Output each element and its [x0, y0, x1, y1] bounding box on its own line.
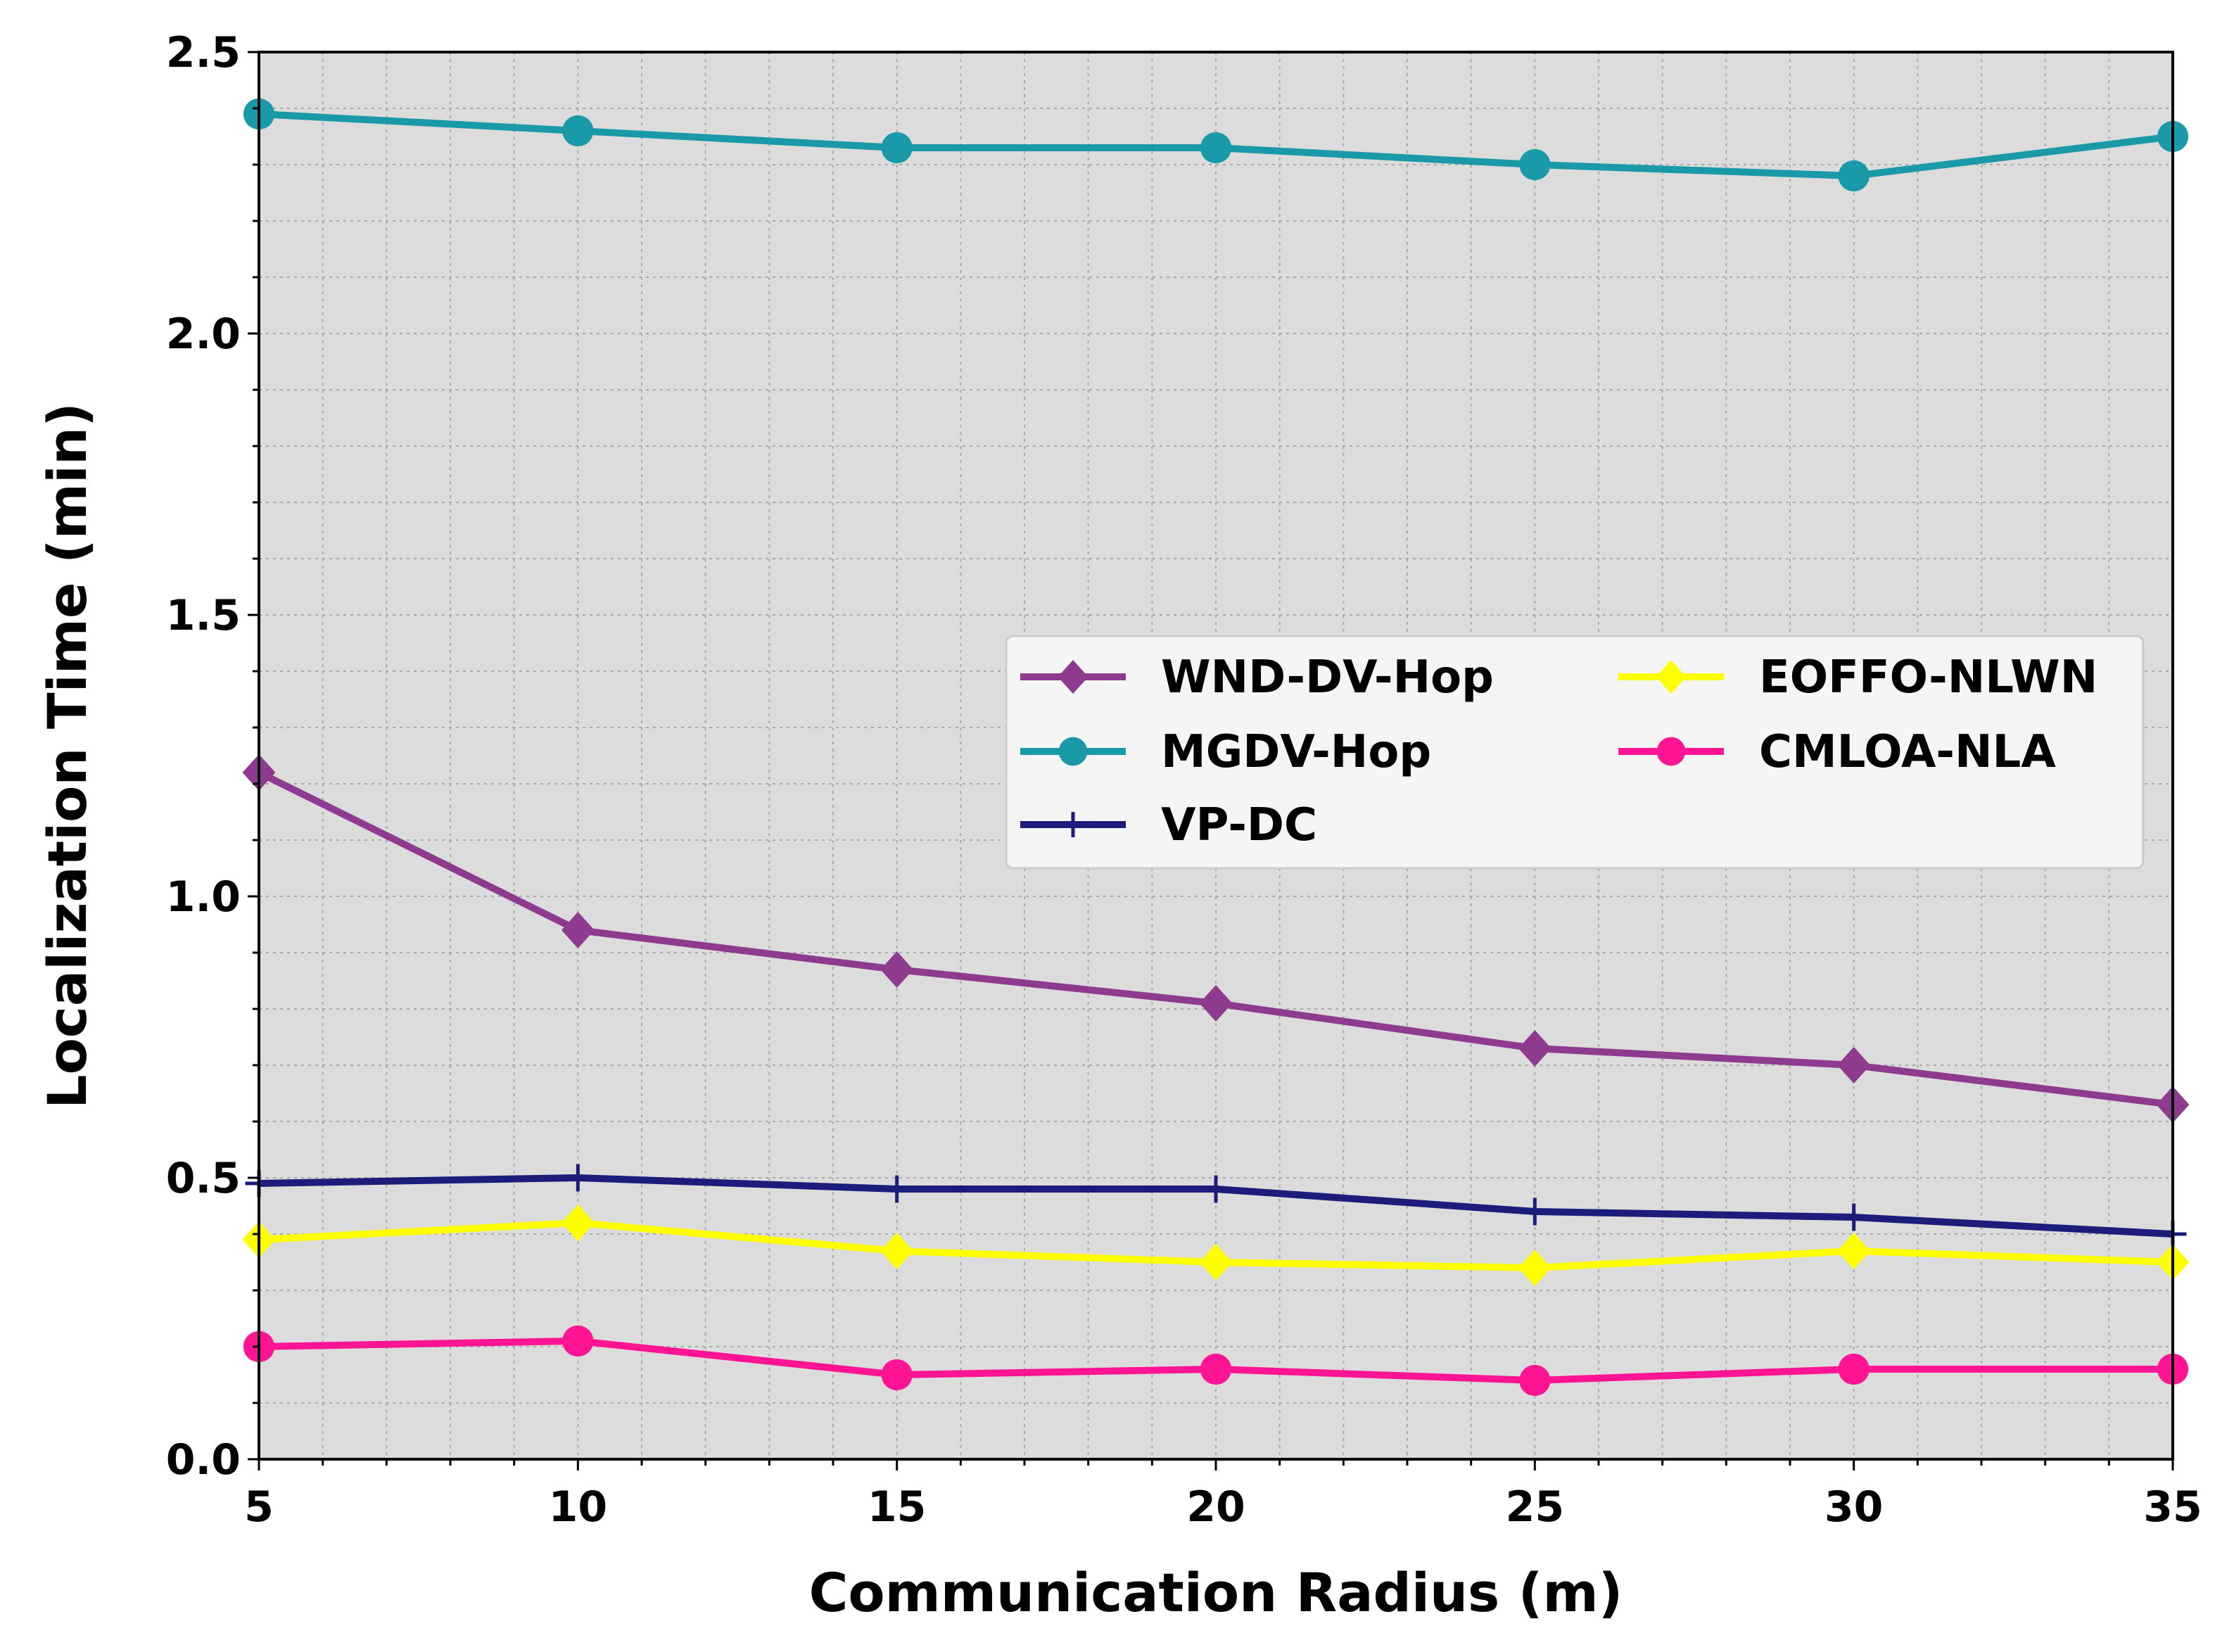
data-point	[1518, 1030, 1551, 1067]
data-point	[881, 1359, 913, 1391]
y-tick-label: 0.5	[166, 1154, 241, 1203]
data-point	[881, 132, 913, 164]
data-point	[880, 1233, 914, 1269]
data-point	[880, 951, 914, 988]
legend-item: MGDV-Hop	[1020, 726, 1431, 778]
x-tick-label: 35	[2143, 1482, 2202, 1532]
data-point	[1200, 1353, 1232, 1385]
data-point	[1519, 148, 1551, 181]
series-wnd-dv-hop	[242, 754, 2190, 1123]
x-tick-label: 15	[868, 1482, 927, 1532]
data-point	[562, 115, 594, 147]
legend-label: CMLOA-NLA	[1759, 726, 2056, 778]
x-tick-label: 25	[1506, 1482, 1565, 1532]
data-point	[561, 912, 595, 948]
data-point	[1199, 1244, 1233, 1281]
legend-item: EOFFO-NLWN	[1618, 652, 2097, 704]
data-point	[561, 1205, 595, 1241]
data-point	[1837, 1233, 1871, 1269]
legend-label: WND-DV-Hop	[1161, 652, 1494, 704]
data-point	[1838, 1353, 1870, 1385]
x-tick-label: 5	[244, 1482, 274, 1532]
legend-marker	[1060, 812, 1086, 837]
legend-marker	[1656, 660, 1687, 694]
legend-item: WND-DV-Hop	[1020, 652, 1494, 704]
series-cmloa-nla	[243, 1325, 2189, 1397]
data-point	[1838, 160, 1870, 192]
data-point	[1519, 1364, 1551, 1397]
legend-box	[1005, 635, 2145, 870]
x-tick-label: 10	[549, 1482, 608, 1532]
y-tick-label: 0.0	[166, 1435, 241, 1485]
y-axis-label: Localization Time (min)	[36, 402, 99, 1109]
legend-label: EOFFO-NLWN	[1759, 652, 2097, 704]
series-group	[242, 98, 2190, 1397]
series-mgdv-hop	[243, 98, 2189, 192]
data-point	[1199, 985, 1233, 1022]
legend-item: VP-DC	[1020, 799, 1317, 851]
y-tick-label: 2.0	[166, 310, 241, 359]
y-tick-label: 1.5	[166, 591, 241, 640]
data-point	[562, 1325, 594, 1357]
legend-marker	[1058, 737, 1088, 766]
legend-marker	[1656, 737, 1686, 766]
legend-label: VP-DC	[1161, 799, 1317, 851]
data-point	[1200, 132, 1232, 164]
data-point	[1837, 1047, 1871, 1084]
data-point	[1518, 1250, 1551, 1286]
x-axis-label: Communication Radius (m)	[809, 1561, 1623, 1624]
data-point	[1202, 1175, 1230, 1203]
x-tick-label: 20	[1186, 1482, 1245, 1532]
x-tick-label: 30	[1824, 1482, 1884, 1532]
legend: WND-DV-Hop MGDV-Hop VP-DC EOFFO-NLWN CMLOA-N…	[1005, 635, 2145, 870]
y-tick-label: 1.0	[166, 872, 241, 922]
data-point	[564, 1164, 592, 1192]
y-tick-label: 2.5	[166, 28, 241, 77]
data-point	[1840, 1203, 1868, 1231]
legend-marker	[1058, 660, 1089, 694]
ticks: 5 10 15 20 25 30 35 0.0 0.5 1.0 1.5 2.0 2.5	[166, 28, 2202, 1532]
legend-label: MGDV-Hop	[1161, 726, 1431, 778]
data-point	[1521, 1197, 1549, 1226]
legend-item: CMLOA-NLA	[1618, 726, 2056, 778]
data-point	[883, 1175, 911, 1203]
